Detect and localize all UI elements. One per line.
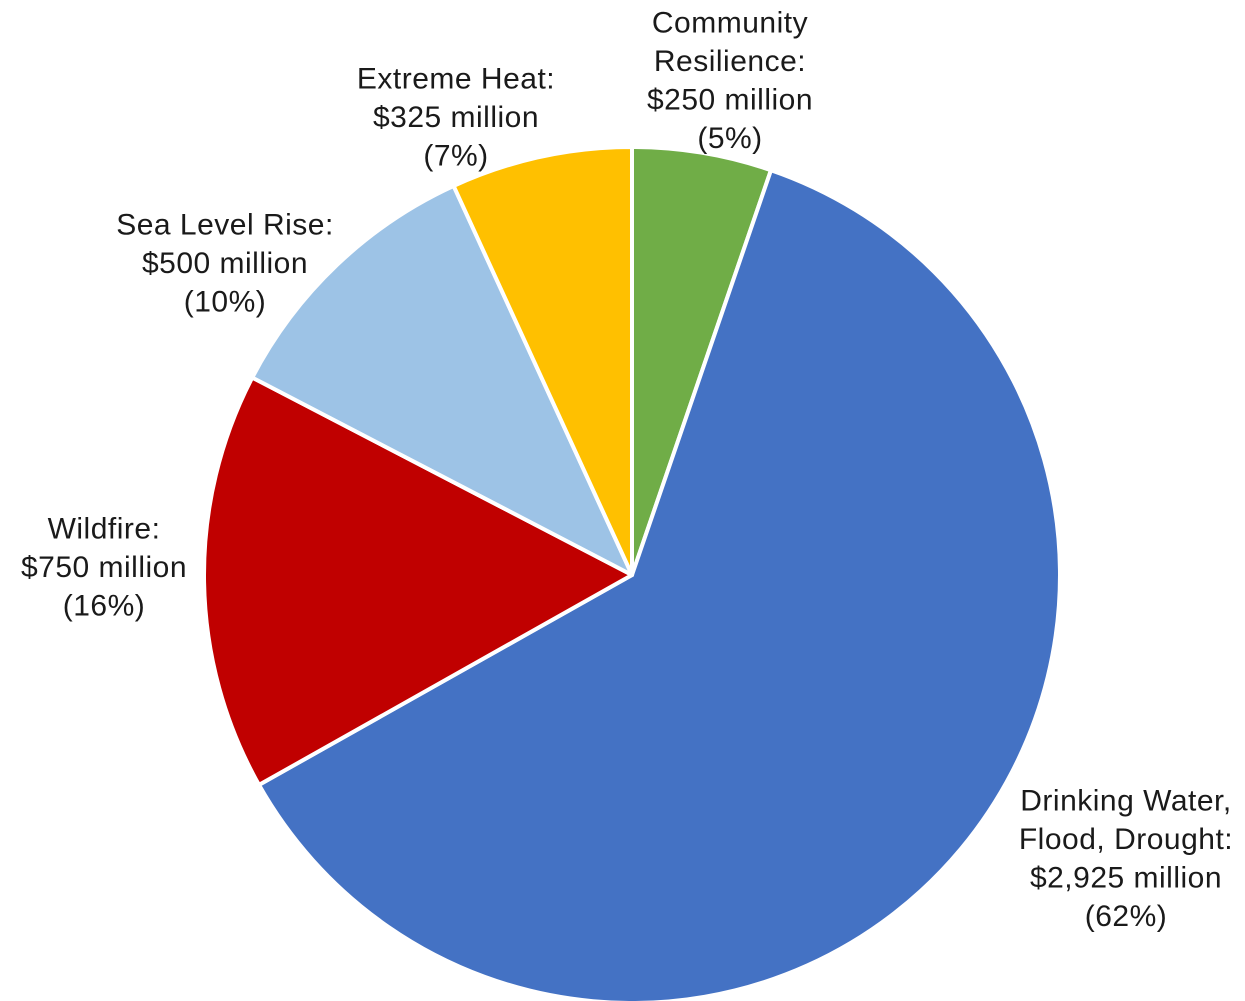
slice-label-line: $2,925 million: [1030, 862, 1222, 895]
slice-label-line: $500 million: [142, 247, 308, 280]
pie-slice-drinking-water-flood-drought: [257, 168, 1062, 1001]
slice-label-line: (62%): [1085, 900, 1168, 933]
pie-labels: Community Resilience: $250 million (5%) Drin…: [21, 7, 1233, 934]
slice-label-line: Resilience:: [654, 45, 806, 78]
pie-slice-wildfire: [202, 375, 634, 787]
slice-label-line: Wildfire:: [48, 513, 161, 546]
slice-label-line: $250 million: [647, 84, 813, 117]
slice-label-line: (10%): [184, 286, 267, 319]
slice-label-line: Flood, Drought:: [1019, 823, 1233, 856]
pie-slice-sea-level-rise: [250, 183, 634, 577]
slice-label-line: Extreme Heat:: [357, 63, 555, 96]
slice-label-line: (7%): [423, 140, 488, 173]
slice-label-drinking-water-flood-drought: Drinking Water, Flood, Drought: $2,925 mil…: [1019, 785, 1233, 934]
slice-label-line: $325 million: [373, 101, 539, 134]
slice-label-sea-level-rise: Sea Level Rise: $500 million (10%): [116, 209, 334, 319]
pie-slice-extreme-heat: [451, 145, 634, 577]
pie-slices: [202, 145, 1062, 1001]
slice-label-line: (16%): [63, 590, 146, 623]
slice-label-community-resilience: Community Resilience: $250 million (5%): [647, 7, 813, 156]
slice-label-line: Community: [652, 7, 808, 40]
slice-label-wildfire: Wildfire: $750 million (16%): [21, 513, 187, 623]
slice-label-line: (5%): [697, 122, 762, 155]
slice-label-line: $750 million: [21, 551, 187, 584]
slice-label-line: Drinking Water,: [1020, 785, 1231, 818]
slice-label-extreme-heat: Extreme Heat: $325 million (7%): [357, 63, 555, 173]
slice-label-line: Sea Level Rise:: [116, 209, 334, 242]
